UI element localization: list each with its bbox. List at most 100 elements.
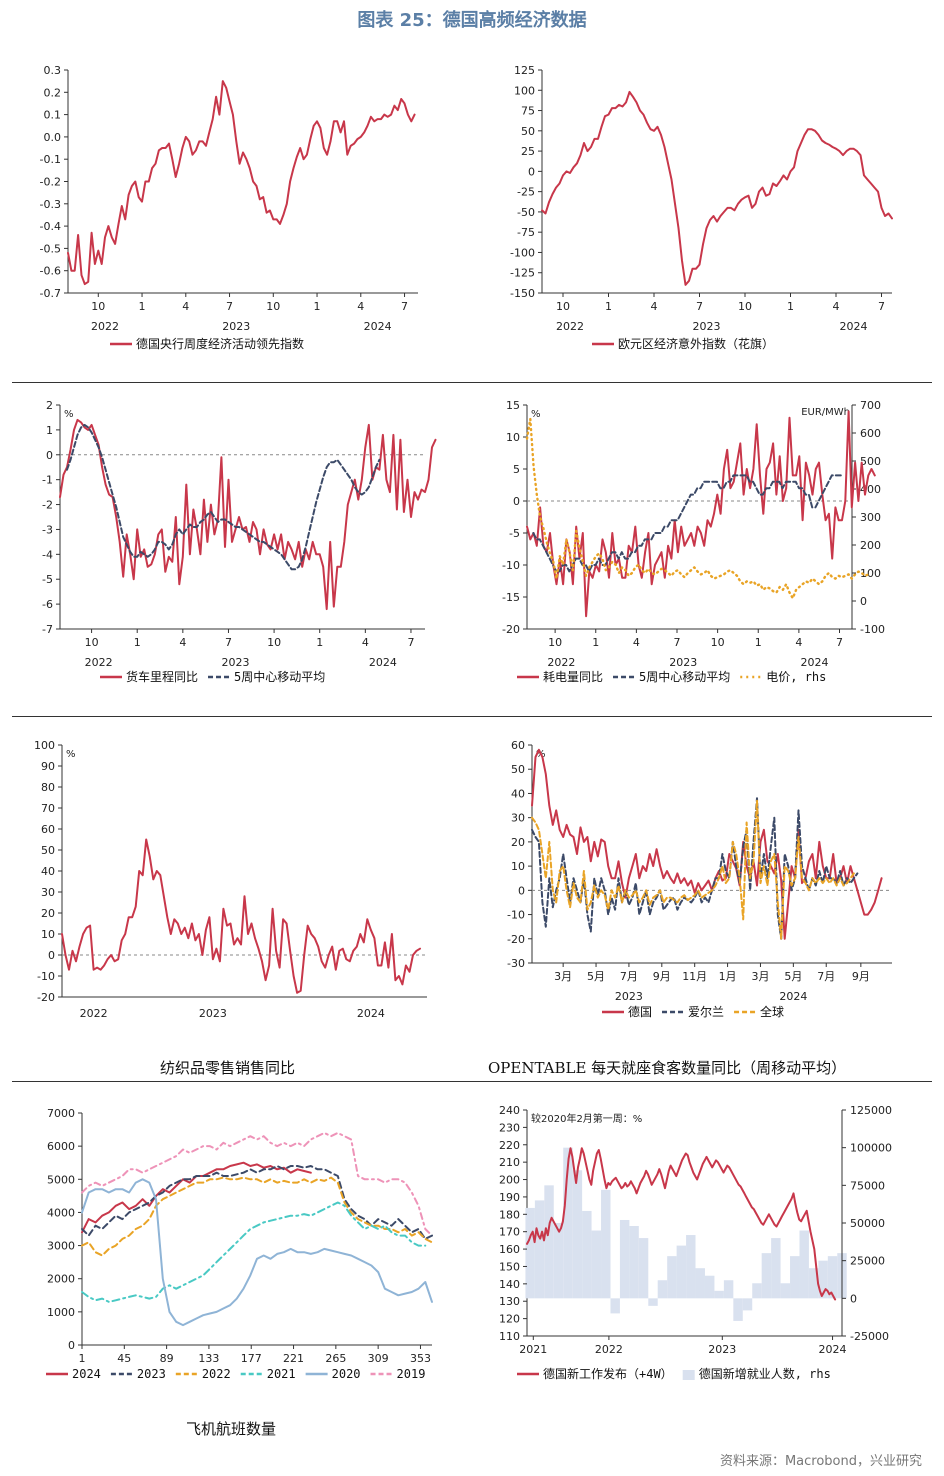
x-tick-label: 4 <box>633 636 640 649</box>
bar <box>563 1147 573 1299</box>
legend-label: 德国央行周度经济活动领先指数 <box>136 336 304 351</box>
unit-label-right: EUR/MWh <box>801 407 850 418</box>
y-tick-label: 1000 <box>47 1306 75 1319</box>
y-tick-label: 6000 <box>47 1140 75 1153</box>
legend-label: 欧元区经济意外指数（花旗） <box>618 336 774 351</box>
legend-label: 2021 <box>267 1367 296 1381</box>
year-label: 2024 <box>779 990 807 1003</box>
x-tick-label: 10 <box>548 636 562 649</box>
y-tick-label: -1 <box>42 474 53 487</box>
y2-tick-label: 700 <box>860 399 881 412</box>
x-tick-label: 177 <box>241 1352 262 1365</box>
series-line-3 <box>81 1201 427 1303</box>
y-tick-label: -0.2 <box>40 176 61 189</box>
bar <box>534 1200 545 1299</box>
y-tick-label: -150 <box>510 287 535 300</box>
source-note: 资料来源：Macrobond，兴业研究 <box>719 1454 922 1469</box>
y-tick-label: 4000 <box>47 1206 75 1219</box>
y-tick-label: 230 <box>499 1121 520 1134</box>
y-tick-label: 50 <box>41 844 55 857</box>
y-tick-label: 210 <box>499 1156 520 1169</box>
x-tick-label: 7 <box>407 636 414 649</box>
y-tick-label: -125 <box>510 267 535 280</box>
y-tick-label: 110 <box>499 1330 520 1343</box>
y-tick-label: -7 <box>42 623 53 636</box>
x-tick-label: 10 <box>738 300 752 313</box>
x-tick-label: 10 <box>556 300 570 313</box>
y-tick-label: 15 <box>506 399 520 412</box>
y2-tick-label: 125000 <box>850 1104 892 1117</box>
legend-label: 2024 <box>72 1367 101 1381</box>
x-tick-label: 1 <box>605 300 612 313</box>
x-tick-label: 7 <box>836 636 843 649</box>
x-tick-label: 10 <box>91 300 105 313</box>
x-tick-label: 10 <box>267 636 281 649</box>
y-tick-label: -20 <box>507 933 525 946</box>
legend-label: 耗电量同比 <box>543 670 603 684</box>
y-tick-label: 50 <box>521 125 535 138</box>
bar <box>553 1223 564 1299</box>
x-tick-label: 45 <box>117 1352 131 1365</box>
bar <box>723 1280 734 1299</box>
y-tick-label: 80 <box>41 781 55 794</box>
bar <box>761 1253 772 1299</box>
x-tick-label: 2022 <box>595 1343 623 1356</box>
x-tick-label: 221 <box>283 1352 304 1365</box>
y-tick-label: 5000 <box>47 1173 75 1186</box>
y2-tick-label: 100 <box>860 567 881 580</box>
year-label: 2022 <box>80 1007 108 1020</box>
y-tick-label: 60 <box>41 823 55 836</box>
series-line-4 <box>81 1178 433 1327</box>
y-tick-label: 5 <box>513 463 520 476</box>
bar <box>704 1275 715 1299</box>
y-tick-label: 10 <box>41 928 55 941</box>
y-tick-label: 100 <box>34 739 55 752</box>
x-tick-label: 4 <box>179 636 186 649</box>
y-tick-label: 50 <box>511 763 525 776</box>
bar <box>582 1210 592 1299</box>
y-tick-label: -20 <box>37 991 55 1004</box>
legend-label: 电价, rhs <box>766 670 826 684</box>
y-tick-label: -10 <box>502 559 520 572</box>
y-tick-label: -5 <box>509 527 520 540</box>
series-line-0 <box>526 1147 837 1301</box>
y-tick-label: -6 <box>42 598 53 611</box>
legend-label: 2023 <box>137 1367 166 1381</box>
bar <box>667 1256 677 1299</box>
series-line-1 <box>66 423 381 571</box>
y-tick-label: 20 <box>41 907 55 920</box>
y-tick-label: 25 <box>521 145 535 158</box>
y-tick-label: 130 <box>499 1295 520 1308</box>
divider <box>12 382 932 383</box>
bar <box>742 1298 753 1311</box>
y-tick-label: 0 <box>46 449 53 462</box>
bar <box>790 1256 800 1299</box>
y-tick-label: 7000 <box>47 1107 75 1120</box>
year-label: 2024 <box>369 656 397 669</box>
bar <box>610 1298 620 1314</box>
flights-caption: 飞机航班数量 <box>186 1420 277 1438</box>
series-line-1 <box>531 797 859 940</box>
x-tick-label: 4 <box>362 636 369 649</box>
x-tick-label: 1 <box>787 300 794 313</box>
unit-label: 较2020年2月第一周：% <box>531 1112 642 1125</box>
x-tick-label: 1 <box>314 300 321 313</box>
bar <box>619 1219 630 1299</box>
x-tick-label: 1月 <box>719 970 737 983</box>
bar <box>572 1170 583 1299</box>
y-tick-label: 1 <box>46 424 53 437</box>
bar <box>686 1235 696 1299</box>
x-tick-label: 7 <box>225 636 232 649</box>
divider <box>12 1081 932 1082</box>
y-tick-label: 75 <box>521 105 535 118</box>
legend-label: 全球 <box>760 1004 784 1019</box>
x-tick-label: 7 <box>878 300 885 313</box>
y-tick-label: 220 <box>499 1139 520 1152</box>
x-tick-label: 4 <box>357 300 364 313</box>
y-tick-label: -5 <box>42 573 53 586</box>
series-line-2 <box>531 799 855 940</box>
opentable-svg: 60 50 40 30 20 10 0 -10 -20 -30 3月 5月 7月 9月 11月 1月 3月 5月 7… <box>507 739 892 1019</box>
year-label: 2023 <box>615 990 643 1003</box>
legend-label: 德国新增就业人数, rhs <box>699 1366 831 1381</box>
